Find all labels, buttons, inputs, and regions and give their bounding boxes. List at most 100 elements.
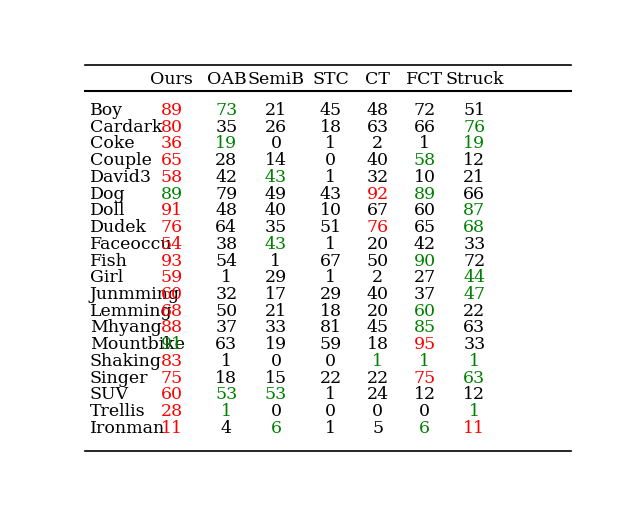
Text: 76: 76	[161, 219, 183, 236]
Text: 0: 0	[325, 353, 336, 370]
Text: 44: 44	[463, 269, 485, 286]
Text: Lemming: Lemming	[90, 303, 173, 320]
Text: 43: 43	[265, 169, 287, 186]
Text: 40: 40	[367, 152, 388, 169]
Text: 36: 36	[161, 135, 183, 152]
Text: 32: 32	[215, 286, 237, 303]
Text: 6: 6	[271, 420, 282, 437]
Text: STC: STC	[312, 71, 349, 87]
Text: 20: 20	[367, 236, 388, 253]
Text: 50: 50	[215, 303, 237, 320]
Text: 1: 1	[469, 403, 480, 420]
Text: 35: 35	[215, 119, 237, 136]
Text: 87: 87	[463, 202, 485, 219]
Text: Fish: Fish	[90, 252, 128, 269]
Text: 19: 19	[463, 135, 485, 152]
Text: 40: 40	[367, 286, 388, 303]
Text: 89: 89	[161, 185, 183, 203]
Text: 58: 58	[161, 169, 183, 186]
Text: 1: 1	[469, 353, 480, 370]
Text: 28: 28	[161, 403, 183, 420]
Text: 60: 60	[161, 286, 183, 303]
Text: 33: 33	[463, 336, 486, 353]
Text: 63: 63	[367, 119, 388, 136]
Text: Dog: Dog	[90, 185, 125, 203]
Text: 95: 95	[413, 336, 436, 353]
Text: 48: 48	[215, 202, 237, 219]
Text: OAB: OAB	[207, 71, 246, 87]
Text: 15: 15	[265, 369, 287, 386]
Text: 26: 26	[265, 119, 287, 136]
Text: 59: 59	[319, 336, 342, 353]
Text: David3: David3	[90, 169, 152, 186]
Text: 0: 0	[325, 403, 336, 420]
Text: 65: 65	[413, 219, 436, 236]
Text: 0: 0	[271, 135, 282, 152]
Text: 91: 91	[161, 336, 183, 353]
Text: 29: 29	[319, 286, 342, 303]
Text: 58: 58	[413, 152, 436, 169]
Text: Girl: Girl	[90, 269, 123, 286]
Text: 1: 1	[221, 403, 232, 420]
Text: 0: 0	[325, 152, 336, 169]
Text: 63: 63	[463, 369, 485, 386]
Text: 28: 28	[215, 152, 237, 169]
Text: 85: 85	[413, 319, 436, 336]
Text: 22: 22	[367, 369, 388, 386]
Text: 67: 67	[367, 202, 388, 219]
Text: 43: 43	[265, 236, 287, 253]
Text: 79: 79	[215, 185, 237, 203]
Text: 12: 12	[463, 386, 485, 403]
Text: 89: 89	[413, 185, 436, 203]
Text: Shaking: Shaking	[90, 353, 162, 370]
Text: 1: 1	[419, 135, 430, 152]
Text: 6: 6	[419, 420, 430, 437]
Text: 4: 4	[221, 420, 232, 437]
Text: 59: 59	[161, 269, 183, 286]
Text: 21: 21	[265, 303, 287, 320]
Text: 45: 45	[367, 319, 388, 336]
Text: 65: 65	[161, 152, 183, 169]
Text: 49: 49	[265, 185, 287, 203]
Text: Struck: Struck	[445, 71, 504, 87]
Text: 72: 72	[413, 102, 436, 119]
Text: 64: 64	[215, 219, 237, 236]
Text: 21: 21	[265, 102, 287, 119]
Text: 0: 0	[271, 403, 282, 420]
Text: 60: 60	[161, 386, 183, 403]
Text: 19: 19	[215, 135, 237, 152]
Text: 1: 1	[221, 353, 232, 370]
Text: 14: 14	[265, 152, 287, 169]
Text: 91: 91	[161, 202, 183, 219]
Text: 1: 1	[325, 420, 336, 437]
Text: 19: 19	[265, 336, 287, 353]
Text: 1: 1	[372, 353, 383, 370]
Text: 0: 0	[419, 403, 430, 420]
Text: 45: 45	[319, 102, 342, 119]
Text: Coke: Coke	[90, 135, 134, 152]
Text: 48: 48	[367, 102, 388, 119]
Text: 35: 35	[265, 219, 287, 236]
Text: 83: 83	[161, 353, 183, 370]
Text: 18: 18	[319, 119, 342, 136]
Text: 42: 42	[413, 236, 436, 253]
Text: Dudek: Dudek	[90, 219, 147, 236]
Text: 29: 29	[265, 269, 287, 286]
Text: 18: 18	[319, 303, 342, 320]
Text: 93: 93	[161, 252, 183, 269]
Text: Cardark: Cardark	[90, 119, 163, 136]
Text: 73: 73	[215, 102, 237, 119]
Text: 68: 68	[161, 303, 183, 320]
Text: 22: 22	[463, 303, 486, 320]
Text: 75: 75	[161, 369, 183, 386]
Text: 63: 63	[215, 336, 237, 353]
Text: 72: 72	[463, 252, 486, 269]
Text: 47: 47	[463, 286, 485, 303]
Text: 24: 24	[367, 386, 388, 403]
Text: 53: 53	[215, 386, 237, 403]
Text: 22: 22	[319, 369, 342, 386]
Text: 1: 1	[325, 386, 336, 403]
Text: 10: 10	[413, 169, 436, 186]
Text: 20: 20	[367, 303, 388, 320]
Text: 66: 66	[413, 119, 436, 136]
